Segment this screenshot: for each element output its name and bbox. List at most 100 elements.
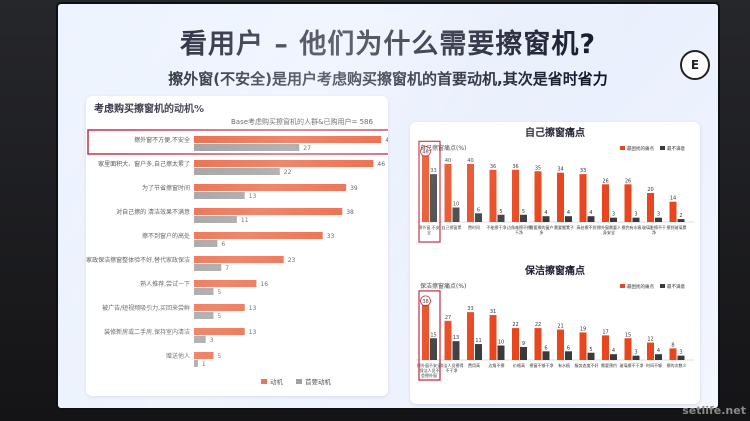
value-label-unsat: 4 (612, 348, 615, 354)
value-label-pain: 15 (625, 332, 631, 338)
value-label-motivation: 33 (327, 233, 335, 240)
category-label: 对自己擦的 清洁效果不满意 (116, 208, 190, 216)
legend-swatch-motivation (261, 379, 267, 384)
value-label-pain: 33 (580, 168, 586, 174)
category-label: 玻璃擦不干净 (620, 362, 644, 368)
category-label: 高处擦不到 (577, 224, 597, 230)
bar-unsatisfied (677, 219, 685, 222)
bar-unsatisfied (542, 351, 550, 360)
category-label: 擦外窗不安全,保洁人员不会擦外窗 (417, 362, 441, 378)
value-label-motivation: 39 (350, 185, 358, 192)
category-label-line: 需要搬凳子 (554, 224, 574, 230)
value-label-unsat: 6 (544, 345, 547, 351)
value-label-unsat: 4 (589, 210, 592, 216)
bar-unsatisfied (452, 207, 460, 222)
value-label-motivation: 38 (346, 209, 354, 216)
bar-motivation (194, 328, 245, 335)
value-label-unsat: 4 (567, 210, 570, 216)
bar-unsatisfied (610, 217, 617, 222)
value-label-motivation: 13 (249, 305, 257, 312)
bar-motivation (194, 208, 343, 215)
bar-unsatisfied (632, 355, 640, 360)
value-label-unsat: 10 (453, 202, 459, 208)
value-label-primary: 27 (303, 145, 311, 152)
value-label-unsat: 9 (522, 341, 525, 347)
chart-title: 考虑购买擦窗机的动机% (94, 102, 204, 115)
value-label-pain: 26 (602, 178, 608, 184)
category-label-line: 费用高 (468, 362, 480, 368)
value-label-pain: 35 (535, 165, 541, 171)
bar-pain (467, 164, 474, 222)
value-label-unsat: 3 (679, 350, 682, 356)
brand-logo-icon: E (680, 50, 710, 80)
legend-label-pain: 最困扰的痛点 (627, 145, 654, 152)
category-label-line: 有水痕 (558, 362, 570, 368)
bar-pain (602, 184, 609, 222)
category-label-line: 自己擦窗累 (442, 224, 462, 230)
legend-label-primary: 首要动机 (305, 377, 332, 386)
bar-pain (534, 171, 542, 222)
category-label: 时间不够 (646, 362, 662, 368)
bar-unsatisfied (475, 213, 482, 222)
bar-pain (534, 328, 542, 360)
category-label: 保洁人员擦得不干净 (440, 362, 464, 373)
category-label-line: 玻璃脏擦不干 (642, 224, 666, 230)
bar-unsatisfied (430, 174, 437, 222)
bar-unsatisfied (565, 351, 572, 360)
category-label-line: 时间不够 (646, 362, 662, 368)
category-label: 装修新房或二手房,保持室内清洁 (104, 328, 190, 336)
legend-swatch-unsat (660, 146, 665, 150)
bar-primary-motivation (194, 144, 300, 151)
value-label-pain: 26 (625, 178, 631, 184)
bar-motivation (194, 232, 323, 239)
value-label-pain: 40 (445, 158, 451, 164)
value-label-unsat: 11 (475, 338, 481, 344)
value-label-primary: 11 (241, 217, 249, 224)
bar-primary-motivation (194, 192, 245, 199)
bar-motivation (194, 160, 374, 167)
category-label: 价格高 (513, 362, 525, 368)
bar-primary-motivation (194, 264, 222, 271)
category-label: 擦外窗不方便,不安全 (134, 136, 190, 144)
chart-title: 保洁擦窗痛点 (524, 264, 585, 277)
legend-swatch-pain (620, 284, 625, 288)
value-label-pain: 36 (512, 164, 518, 170)
bar-motivation (194, 304, 245, 311)
category-label-line: 擦窗不够干净 (530, 362, 554, 368)
watermark: setlife.net (682, 404, 746, 417)
value-label-pain: 14 (670, 196, 676, 202)
category-label: 需要擦的窗户多 (530, 224, 554, 235)
value-label-motivation: 48 (385, 137, 388, 144)
category-label-line: 边角难擦不擦 (507, 224, 531, 230)
value-label-unsat: 15 (430, 332, 436, 338)
category-label-line: 不干净 (446, 367, 458, 373)
bar-pain (624, 338, 632, 360)
value-label-pain: 21 (557, 324, 563, 330)
category-label: 费时间 (468, 224, 480, 230)
value-label-pain: 31 (490, 309, 496, 315)
category-label: 家政保洁擦窗整体验不好,替代家政保洁 (86, 256, 190, 264)
category-label: 熟人推荐,尝试一下 (140, 280, 190, 288)
category-label: 需要预约 (601, 362, 617, 368)
legend-label-unsat: 最不满意 (667, 283, 685, 290)
motivation-chart-panel: 考虑购买擦窗机的动机% Base考虑购买擦窗机的人群&已购用户= 586 擦外窗不方… (86, 96, 400, 396)
category-label: 需要搬凳子 (554, 224, 574, 230)
bar-unsatisfied (632, 217, 640, 222)
bar-pain (624, 184, 632, 222)
highlight-box (418, 140, 441, 243)
value-label-unsat: 3 (612, 212, 615, 218)
value-label-unsat: 3 (634, 212, 637, 218)
value-label-unsat: 5 (522, 209, 525, 215)
category-label-line: 擦外窗需要人 (597, 224, 621, 230)
value-label-pain: 36 (490, 164, 496, 170)
highlight-circle (420, 145, 431, 157)
bar-pain (557, 329, 564, 360)
legend-label-unsat: 最不满意 (667, 145, 685, 152)
value-label-primary: 22 (284, 169, 292, 176)
bar-pain (467, 312, 474, 360)
category-label-line: 干净 (515, 229, 523, 235)
category-label-line: 全 (427, 229, 431, 235)
value-label-primary: 1 (202, 361, 206, 368)
legend-swatch-primary (296, 379, 302, 384)
